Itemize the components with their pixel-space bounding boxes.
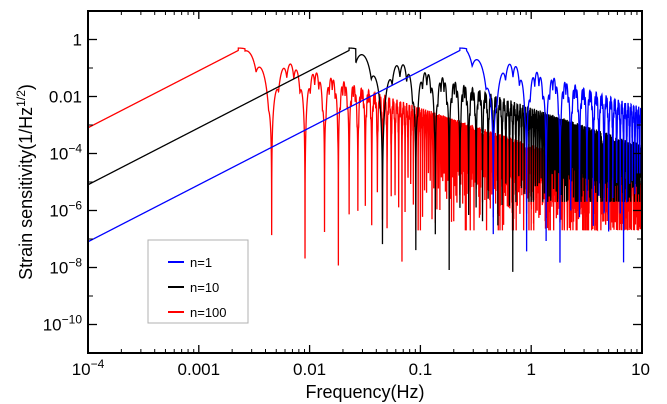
y-tick-label: 10−6 [49, 199, 82, 221]
x-tick-label: 10−4 [72, 357, 105, 379]
y-axis: 1 0.01 10−4 10−6 10−8 10−10 [43, 10, 642, 354]
x-tick-label: 0.001 [178, 360, 221, 379]
x-tick-label: 1 [526, 360, 535, 379]
legend: n=1 n=10 n=100 [147, 239, 249, 324]
series-line-n1 [88, 47, 642, 263]
legend-label: n=1 [190, 255, 212, 270]
legend-box [147, 239, 249, 324]
x-tick-label: 10 [631, 360, 650, 379]
x-tick-label: 0.01 [293, 360, 326, 379]
y-tick-label: 1 [73, 31, 82, 50]
x-tick-label: 0.1 [409, 360, 433, 379]
y-axis-label: Strain sensitivity(1/Hz1/2) [14, 84, 36, 280]
y-tick-label: 0.01 [49, 88, 82, 107]
y-tick-label: 10−8 [49, 256, 82, 278]
legend-label: n=100 [190, 305, 227, 320]
y-tick-label: 10−10 [43, 313, 83, 335]
x-axis: 10−4 0.001 0.01 0.1 1 10 [72, 11, 650, 379]
series-group [88, 47, 642, 272]
legend-label: n=10 [190, 280, 219, 295]
x-axis-label: Frequency(Hz) [305, 382, 424, 402]
y-tick-label: 10−4 [49, 142, 82, 164]
series-line-n10 [88, 47, 642, 272]
